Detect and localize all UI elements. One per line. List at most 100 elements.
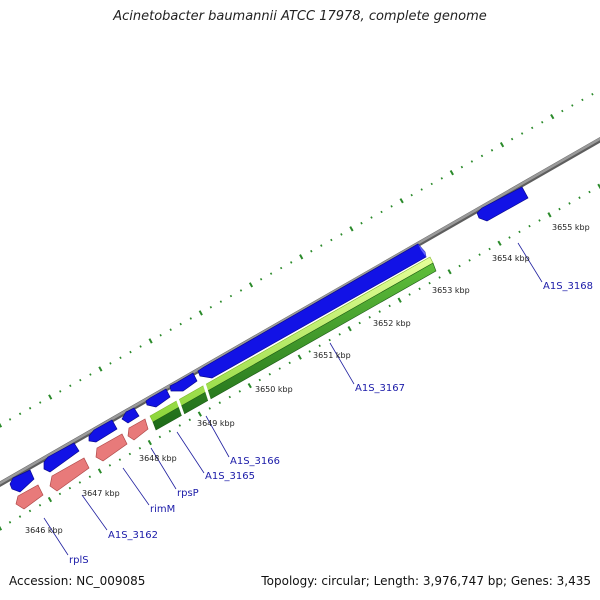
tick-mark [148, 338, 153, 344]
tick-mark [528, 224, 531, 228]
tick-mark [18, 515, 22, 518]
tick-mark [360, 221, 363, 225]
tick-mark [268, 372, 271, 376]
tick-mark [420, 188, 423, 191]
tick-mark [299, 254, 304, 260]
tick-mark [0, 422, 3, 428]
tick-mark [68, 486, 72, 490]
tick-mark [259, 277, 263, 281]
tick-mark [558, 207, 561, 211]
tick-mark [89, 373, 92, 376]
tick-mark [458, 264, 461, 268]
tick-mark [480, 154, 484, 158]
tick-mark [209, 306, 213, 309]
tick-mark [47, 496, 53, 503]
tick-mark [28, 509, 32, 513]
tick-mark [338, 333, 341, 336]
rna-feature-3 [49, 457, 90, 492]
rna-feature-1 [127, 418, 149, 441]
cds-a1s-3166 [169, 372, 198, 392]
map-title: Acinetobacter baumannii ATCC 17978, comp… [113, 9, 487, 24]
tick-mark [118, 458, 122, 461]
tick-mark [388, 304, 391, 308]
tick-mark [108, 464, 112, 467]
kbp-label: 3650 kbp [255, 385, 293, 394]
tick-mark [478, 253, 481, 256]
tick-mark [258, 378, 261, 382]
tick-mark [208, 407, 211, 410]
gene-label-a1s-3168: A1S_3168 [543, 281, 593, 292]
accession-text: Accession: NC_009085 [9, 574, 146, 588]
tick-mark [218, 401, 221, 404]
tick-mark [547, 212, 552, 218]
kbp-label: 3654 kbp [492, 254, 530, 263]
tick-mark [138, 446, 142, 450]
cds-a1s-3167 [197, 243, 427, 379]
tick-mark [349, 226, 354, 232]
tick-mark [98, 366, 103, 372]
tick-mark [179, 322, 182, 326]
tick-mark [428, 281, 431, 285]
tick-mark [508, 236, 511, 239]
tick-mark [119, 356, 122, 360]
rna-feature-2 [95, 433, 128, 462]
cds-rpsp [121, 407, 140, 424]
tick-mark [198, 310, 203, 316]
tick-mark [109, 362, 112, 365]
gc-content-bands [149, 256, 437, 431]
tick-mark [518, 230, 521, 234]
tick-mark [288, 361, 291, 365]
tick-mark [297, 354, 302, 360]
tick-mark [531, 126, 534, 130]
tick-mark [147, 439, 152, 446]
tick-mark [330, 238, 333, 242]
tick-mark [308, 350, 311, 353]
label-leader-lines [43, 242, 543, 556]
tick-mark [430, 182, 433, 186]
tick-mark [97, 468, 102, 474]
tick-mark [571, 104, 574, 107]
inner-tick-ring [0, 183, 600, 531]
tick-mark [79, 378, 82, 382]
tick-mark [460, 165, 464, 169]
kbp-labels: 3646 kbp 3647 kbp 3648 kbp 3649 kbp 3650… [25, 223, 590, 535]
tick-mark [59, 390, 62, 393]
tick-mark [368, 316, 371, 319]
tick-mark [499, 142, 505, 148]
outer-tick-ring [0, 92, 594, 428]
tick-mark [418, 287, 421, 291]
tick-mark [228, 395, 231, 399]
gene-label-rpsp: rpsP [177, 488, 199, 499]
tick-mark [399, 198, 404, 204]
tick-mark [410, 193, 413, 197]
tick-mark [538, 219, 541, 222]
tick-mark [168, 429, 172, 433]
tick-mark [568, 202, 571, 205]
tick-mark [238, 390, 241, 393]
tick-mark [358, 321, 361, 325]
tick-mark [380, 210, 383, 214]
tick-mark [497, 240, 502, 246]
tick-mark [591, 92, 594, 96]
tick-mark [229, 294, 233, 298]
tick-mark [541, 120, 544, 124]
tick-mark [490, 149, 494, 152]
tick-mark [340, 233, 343, 236]
tick-mark [470, 160, 474, 163]
tick-mark [278, 367, 281, 370]
gc-light-band [149, 256, 434, 423]
tick-mark [18, 412, 22, 416]
tick-mark [78, 481, 82, 484]
tick-mark [378, 310, 381, 313]
gene-label-a1s-3165: A1S_3165 [205, 471, 255, 482]
kbp-label: 3651 kbp [313, 351, 351, 360]
tick-mark [328, 338, 331, 342]
tick-mark [8, 418, 12, 421]
tick-mark [169, 328, 172, 331]
tick-mark [128, 452, 132, 456]
tick-mark [561, 109, 564, 113]
tick-mark [488, 247, 491, 251]
tick-mark [597, 183, 600, 189]
tick-mark [129, 350, 132, 354]
tick-mark [440, 177, 443, 180]
